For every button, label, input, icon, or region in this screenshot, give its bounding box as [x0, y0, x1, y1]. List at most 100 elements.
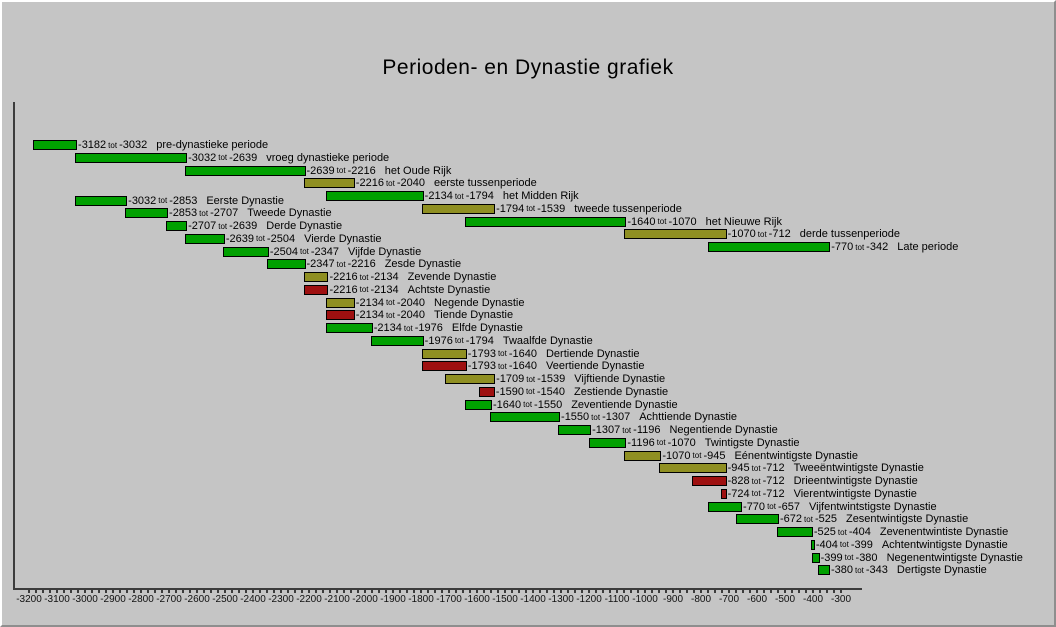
range-separator: tot	[854, 565, 864, 575]
dynasty-bar-label: -2853 tot -2707 Tweede Dynastie	[169, 207, 332, 219]
dynasty-bar	[777, 527, 813, 537]
x-axis-tick-label: -1800	[408, 594, 434, 605]
x-axis-tick	[119, 590, 121, 593]
period-bar-label: -770 tot -342 Late periode	[831, 241, 958, 253]
dynasty-bar	[810, 539, 815, 550]
dynasty-name: Eénentwintigste Dynastie	[734, 449, 858, 462]
dynasty-bar-label: -1709 tot -1539 Vijftiende Dynastie	[496, 373, 665, 385]
x-axis-tick	[392, 590, 394, 593]
y-axis-line	[13, 102, 15, 590]
x-axis-tick	[315, 590, 317, 593]
range-separator: tot	[622, 425, 632, 435]
range-separator: tot	[526, 374, 536, 384]
range-separator: tot	[199, 208, 209, 218]
period-bar-label: -3182 tot -3032 pre-dynastieke periode	[78, 139, 268, 151]
dynasty-name: Zevenentwintiste Dynastie	[879, 526, 1009, 538]
x-axis-tick	[567, 590, 569, 593]
x-axis-tick	[483, 590, 485, 593]
dynasty-name: Achttiende Dynastie	[639, 411, 738, 424]
dynasty-bar	[659, 463, 727, 474]
x-axis-tick-label: -700	[718, 594, 739, 605]
end-year: -1540	[536, 385, 565, 398]
range-separator: tot	[385, 310, 395, 320]
period-name: het Nieuwe Rijk	[705, 215, 782, 228]
x-axis-tick	[602, 590, 604, 593]
end-year: -657	[777, 500, 800, 513]
x-axis-tick-label: -600	[746, 594, 767, 605]
period-bar	[75, 152, 188, 163]
x-axis-tick	[749, 590, 751, 593]
start-year: -2216	[329, 271, 358, 283]
x-axis-tick	[553, 590, 555, 593]
end-year: -1307	[602, 411, 631, 424]
range-separator: tot	[839, 540, 849, 550]
range-separator: tot	[523, 400, 533, 409]
x-axis-tick	[609, 590, 611, 593]
range-separator: tot	[591, 412, 601, 422]
start-year: -770	[831, 241, 854, 253]
end-year: -945	[703, 449, 726, 462]
x-axis-tick	[693, 590, 695, 593]
x-axis-tick	[560, 590, 562, 593]
x-axis-tick	[784, 590, 786, 593]
x-axis-tick	[840, 590, 842, 593]
period-bar-label: -1794 tot -1539 tweede tussenperiode	[496, 203, 682, 215]
dynasty-bar	[464, 399, 492, 410]
dynasty-bar-label: -1976 tot -1794 Twaalfde Dynastie	[425, 335, 593, 347]
range-separator: tot	[692, 451, 702, 460]
x-axis-tick-label: -3100	[44, 594, 70, 605]
period-name: pre-dynastieke periode	[156, 139, 269, 151]
start-year: -1793	[467, 360, 496, 373]
x-axis-tick	[441, 590, 443, 593]
end-year: -712	[768, 228, 791, 241]
x-axis-tick	[511, 590, 513, 593]
dynasty-bar-label: -2134 tot -1976 Elfde Dynastie	[374, 322, 523, 334]
x-axis-tick	[735, 590, 737, 593]
x-axis-tick-label: -2500	[212, 594, 238, 605]
dynasty-bar	[222, 246, 269, 257]
x-axis-tick	[112, 590, 114, 593]
x-axis-tick	[490, 590, 492, 593]
period-bar-label: -1070 tot -712 derde tussenperiode	[728, 228, 900, 240]
x-axis-tick	[49, 590, 51, 593]
dynasty-name: Achtentwintigste Dynastie	[881, 538, 1008, 551]
range-separator: tot	[336, 259, 346, 269]
range-separator: tot	[299, 247, 309, 256]
x-axis-tick-label: -1200	[576, 594, 602, 605]
start-year: -1070	[727, 228, 756, 241]
end-year: -1196	[633, 424, 661, 436]
start-year: -672	[780, 513, 803, 526]
x-axis-tick	[469, 590, 471, 593]
end-year: -2216	[347, 258, 376, 271]
start-year: -2134	[355, 296, 384, 309]
x-axis-tick	[273, 590, 275, 593]
x-axis-tick	[574, 590, 576, 593]
x-axis-tick	[819, 590, 821, 593]
start-year: -2134	[373, 322, 402, 334]
dynasty-bar-label: -3032 tot -2853 Eerste Dynastie	[128, 195, 284, 207]
start-year: -2134	[355, 309, 384, 322]
period-bar	[33, 140, 78, 150]
period-name: vroeg dynastieke periode	[266, 151, 390, 164]
x-axis-tick	[259, 590, 261, 593]
start-year: -3182	[78, 139, 107, 151]
x-axis-tick-label: -2000	[352, 594, 378, 605]
period-name: het Oude Rijk	[384, 164, 452, 177]
period-bar	[326, 191, 424, 201]
dynasty-name: Drieentwintigste Dynastie	[793, 475, 918, 487]
end-year: -2639	[229, 220, 258, 232]
x-axis-tick	[805, 590, 807, 593]
x-axis-tick	[105, 590, 107, 593]
dynasty-name: Eerste Dynastie	[206, 194, 284, 207]
dynasty-bar-label: -399 tot -380 Negenentwintigste Dynastie	[821, 552, 1023, 564]
start-year: -2504	[269, 245, 298, 258]
x-axis-tick-label: -2400	[240, 594, 266, 605]
end-year: -525	[814, 513, 837, 526]
dynasty-bar-label: -1196 tot -1070 Twintigste Dynastie	[627, 437, 799, 449]
start-year: -828	[727, 475, 750, 487]
end-year: -2040	[396, 309, 425, 322]
dynasty-bar-label: -525 tot -404 Zevenentwintiste Dynastie	[814, 526, 1008, 538]
period-name: Late periode	[897, 241, 959, 253]
range-separator: tot	[767, 502, 776, 511]
